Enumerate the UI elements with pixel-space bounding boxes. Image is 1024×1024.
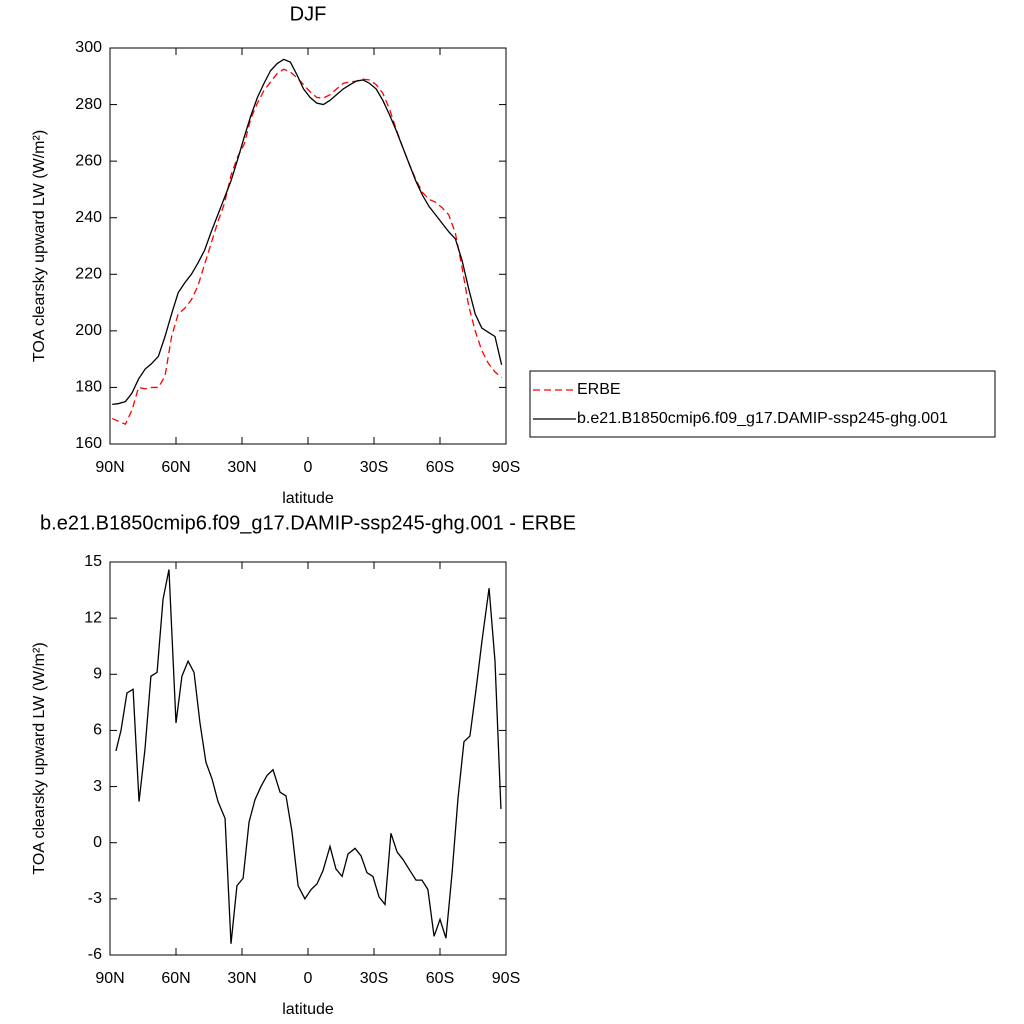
chart-title: b.e21.B1850cmip6.f09_g17.DAMIP-ssp245-gh… [40, 512, 576, 534]
x-tick-label: 30S [360, 970, 388, 987]
x-tick-label: 30N [227, 970, 256, 987]
x-axis-label: latitude [282, 1001, 334, 1018]
x-tick-label: 60N [161, 459, 190, 476]
y-tick-label: 9 [93, 666, 102, 683]
data-line [115, 569, 502, 944]
plot-frame [109, 47, 507, 445]
legend-label: b.e21.B1850cmip6.f09_g17.DAMIP-ssp245-gh… [577, 410, 948, 427]
x-tick-label: 90S [492, 970, 520, 987]
x-tick-label: 90S [492, 459, 520, 476]
y-tick-label: 180 [75, 379, 102, 396]
y-tick-label: 200 [75, 322, 102, 339]
x-tick-label: 30S [360, 459, 388, 476]
y-axis-label: TOA clearsky upward LW (W/m²) [31, 642, 48, 874]
data-line [111, 68, 503, 426]
y-tick-label: 220 [75, 266, 102, 283]
y-tick-label: 12 [84, 609, 102, 626]
x-tick-label: 30N [227, 459, 256, 476]
y-tick-label: 300 [75, 39, 102, 56]
plot-frame [109, 561, 507, 956]
x-tick-label: 90N [95, 459, 124, 476]
y-tick-label: 3 [93, 778, 102, 795]
chart-title: DJF [290, 3, 327, 25]
y-tick-label: -6 [88, 946, 102, 963]
y-tick-label: 240 [75, 209, 102, 226]
legend-label: ERBE [577, 381, 621, 398]
x-tick-label: 60S [426, 970, 454, 987]
legend-box [529, 370, 996, 438]
x-tick-label: 60N [161, 970, 190, 987]
y-tick-label: 15 [84, 553, 102, 570]
y-tick-label: 6 [93, 722, 102, 739]
y-tick-label: 260 [75, 152, 102, 169]
y-axis-label: TOA clearsky upward LW (W/m²) [31, 130, 48, 362]
y-tick-label: 280 [75, 96, 102, 113]
x-tick-label: 60S [426, 459, 454, 476]
data-line [112, 58, 503, 406]
x-tick-label: 90N [95, 970, 124, 987]
y-tick-label: -3 [88, 890, 102, 907]
x-tick-label: 0 [304, 970, 313, 987]
x-tick-label: 0 [304, 459, 313, 476]
x-axis-label: latitude [282, 490, 334, 507]
y-tick-label: 160 [75, 435, 102, 452]
y-tick-label: 0 [93, 834, 102, 851]
